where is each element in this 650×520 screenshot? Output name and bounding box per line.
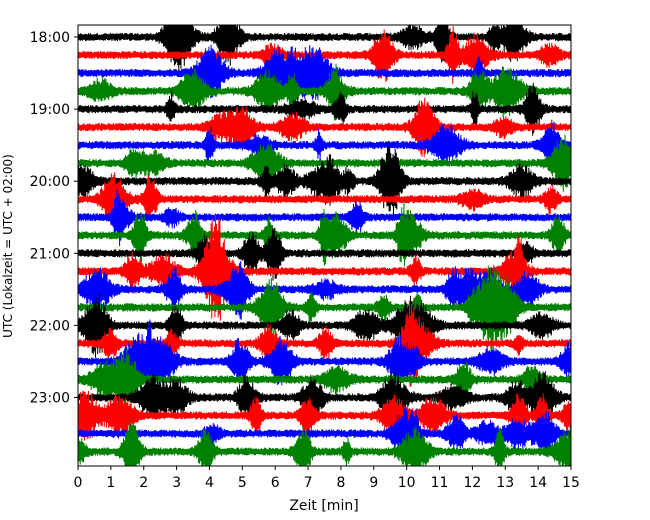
seismic-trace [78,63,571,121]
y-axis-label: UTC (Lokalzeit = UTC + 02:00) [1,154,15,338]
seismic-trace [78,82,571,136]
seismic-trace [78,419,571,466]
y-tick-label: 18:00 [30,30,70,46]
x-tick-label: 8 [336,475,345,491]
x-tick-label: 11 [431,475,449,491]
y-tick-label: 21:00 [30,246,70,262]
x-tick-label: 15 [562,475,580,491]
x-tick-label: 10 [398,475,416,491]
seismic-trace [78,293,571,358]
x-tick-label: 7 [304,475,313,491]
y-tick-label: 19:00 [30,102,70,118]
x-tick-label: 12 [463,475,481,491]
x-tick-label: 4 [205,475,214,491]
x-axis: 0 1 2 3 4 5 6 7 8 9 10 11 12 13 14 15 [74,466,580,491]
seismic-trace [78,201,571,267]
seismic-trace [78,25,571,72]
x-tick-label: 13 [496,475,514,491]
y-tick-label: 20:00 [30,174,70,190]
seismic-trace [78,406,571,459]
x-tick-label: 14 [529,475,547,491]
x-axis-label: Zeit [min] [289,498,358,514]
seismic-trace [78,348,571,412]
seismic-trace [78,390,571,441]
x-tick-label: 3 [172,475,181,491]
x-tick-label: 1 [106,475,115,491]
x-tick-label: 0 [74,475,83,491]
y-tick-label: 23:00 [30,391,70,407]
x-tick-label: 2 [139,475,148,491]
y-tick-label: 22:00 [30,318,70,334]
x-tick-label: 6 [271,475,280,491]
seismic-trace [78,97,571,158]
seismic-trace [78,172,571,229]
seismic-trace [78,134,571,192]
x-tick-label: 9 [369,475,378,491]
x-tick-label: 5 [238,475,247,491]
y-axis: 18:00 19:00 20:00 21:00 22:00 23:00 [30,30,78,407]
plot-frame [77,24,572,467]
seismic-traces [78,25,571,466]
seismic-trace [78,119,571,170]
